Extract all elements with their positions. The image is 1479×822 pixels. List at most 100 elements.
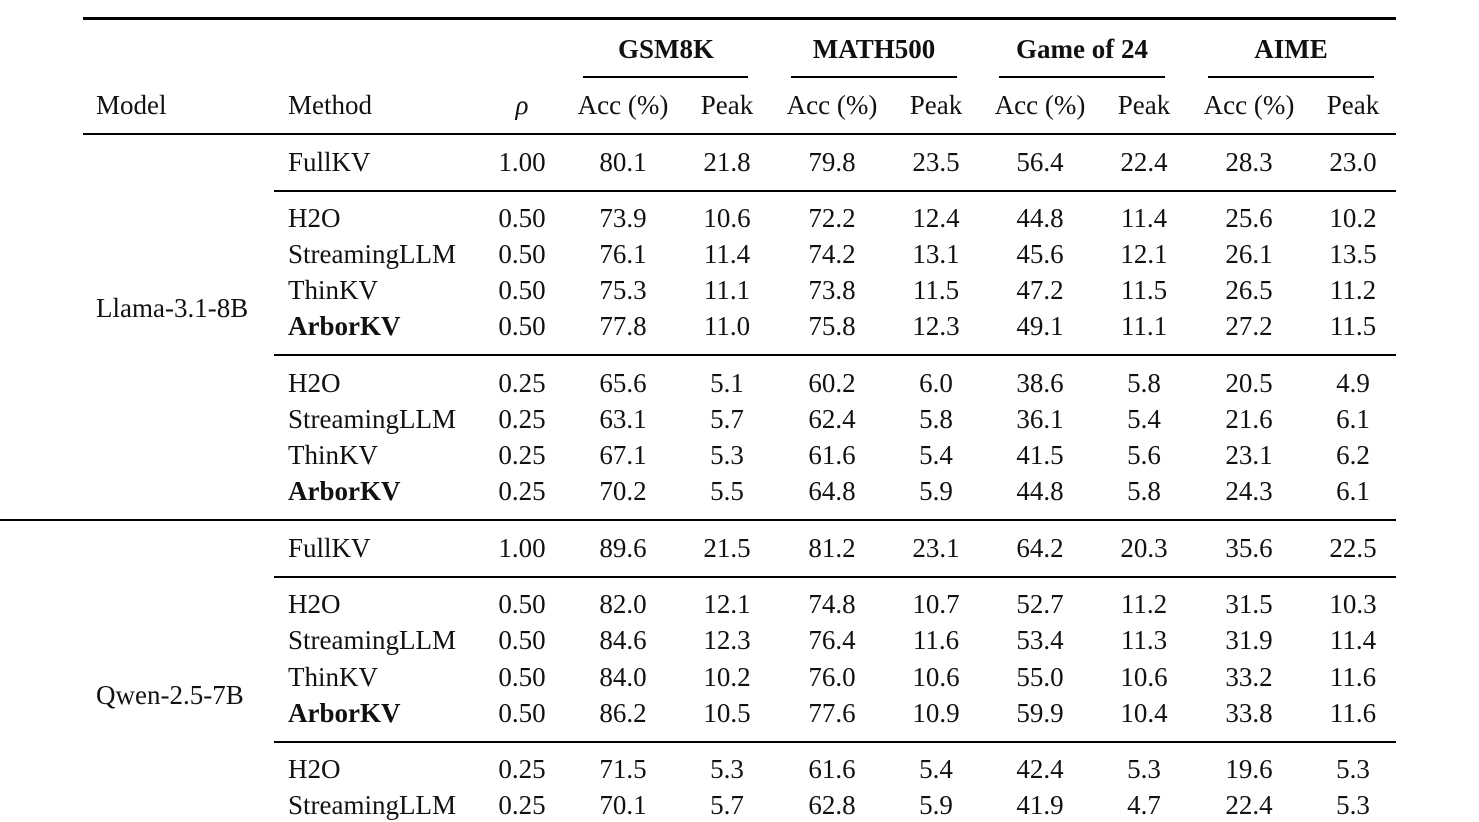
acc-value: 73.9 bbox=[599, 203, 647, 233]
peak-value: 5.3 bbox=[1127, 754, 1161, 784]
acc-value: 25.6 bbox=[1225, 203, 1273, 233]
acc-value: 23.1 bbox=[1225, 440, 1273, 470]
acc-value: 61.6 bbox=[808, 754, 856, 784]
acc-header: Acc (%) bbox=[1203, 90, 1295, 120]
peak-value: 5.3 bbox=[710, 440, 744, 470]
peak-value: 10.9 bbox=[912, 698, 960, 728]
acc-value: 74.8 bbox=[808, 589, 856, 619]
peak-value: 10.2 bbox=[1329, 203, 1377, 233]
method-header: Method bbox=[288, 90, 372, 120]
peak-value: 11.4 bbox=[1120, 203, 1168, 233]
acc-value: 33.8 bbox=[1225, 698, 1273, 728]
acc-value: 35.6 bbox=[1225, 533, 1273, 563]
peak-value: 12.1 bbox=[703, 589, 751, 619]
acc-value: 64.8 bbox=[808, 476, 856, 506]
peak-value: 5.8 bbox=[1127, 476, 1161, 506]
acc-value: 70.2 bbox=[599, 476, 647, 506]
peak-value: 21.8 bbox=[703, 147, 751, 177]
acc-value: 71.5 bbox=[599, 754, 647, 784]
peak-value: 5.8 bbox=[1127, 368, 1161, 398]
peak-value: 11.5 bbox=[1329, 311, 1377, 341]
peak-value: 11.0 bbox=[703, 311, 751, 341]
acc-value: 27.2 bbox=[1225, 311, 1273, 341]
peak-value: 5.3 bbox=[1336, 754, 1370, 784]
peak-value: 11.6 bbox=[1329, 662, 1377, 692]
peak-value: 5.1 bbox=[710, 368, 744, 398]
method-name: ThinKV bbox=[288, 662, 378, 692]
acc-value: 42.4 bbox=[1016, 754, 1064, 784]
peak-value: 11.1 bbox=[1120, 311, 1168, 341]
acc-value: 62.4 bbox=[808, 404, 856, 434]
model-name: Llama-3.1-8B bbox=[96, 293, 249, 323]
acc-value: 84.6 bbox=[599, 625, 647, 655]
rho-value: 0.50 bbox=[498, 625, 546, 655]
peak-value: 22.4 bbox=[1120, 147, 1168, 177]
rho-value: 0.25 bbox=[498, 754, 546, 784]
acc-value: 61.6 bbox=[808, 440, 856, 470]
acc-value: 33.2 bbox=[1225, 662, 1273, 692]
acc-value: 74.2 bbox=[808, 239, 856, 269]
peak-value: 4.7 bbox=[1127, 790, 1161, 820]
method-name: ArborKV bbox=[288, 476, 401, 506]
method-name: H2O bbox=[288, 589, 341, 619]
group-header: Game of 24 bbox=[1016, 34, 1148, 64]
acc-value: 73.8 bbox=[808, 275, 856, 305]
peak-value: 10.7 bbox=[912, 589, 960, 619]
peak-value: 12.4 bbox=[912, 203, 960, 233]
method-name: FullKV bbox=[288, 533, 371, 563]
header-rule bbox=[83, 133, 1396, 135]
group-underline-2 bbox=[999, 76, 1165, 78]
rho-value: 0.50 bbox=[498, 662, 546, 692]
peak-value: 23.0 bbox=[1329, 147, 1377, 177]
peak-value: 11.2 bbox=[1120, 589, 1168, 619]
peak-header: Peak bbox=[1326, 90, 1380, 120]
acc-value: 45.6 bbox=[1016, 239, 1064, 269]
method-name: StreamingLLM bbox=[288, 239, 456, 269]
acc-value: 67.1 bbox=[599, 440, 647, 470]
peak-value: 10.6 bbox=[1120, 662, 1168, 692]
acc-value: 77.6 bbox=[808, 698, 856, 728]
peak-value: 13.1 bbox=[912, 239, 960, 269]
acc-value: 75.8 bbox=[808, 311, 856, 341]
acc-value: 44.8 bbox=[1016, 476, 1064, 506]
peak-value: 5.9 bbox=[919, 476, 953, 506]
group-header: MATH500 bbox=[812, 34, 936, 64]
method-name: ThinKV bbox=[288, 440, 378, 470]
model-name: Qwen-2.5-7B bbox=[96, 680, 244, 710]
rho-value: 0.50 bbox=[498, 203, 546, 233]
acc-value: 82.0 bbox=[599, 589, 647, 619]
peak-value: 5.7 bbox=[710, 404, 744, 434]
acc-value: 81.2 bbox=[808, 533, 856, 563]
acc-value: 89.6 bbox=[599, 533, 647, 563]
peak-value: 5.3 bbox=[1336, 790, 1370, 820]
acc-value: 62.8 bbox=[808, 790, 856, 820]
acc-value: 36.1 bbox=[1016, 404, 1064, 434]
method-name: FullKV bbox=[288, 147, 371, 177]
rule-after-rho50-2 bbox=[274, 741, 1396, 743]
peak-value: 5.5 bbox=[710, 476, 744, 506]
peak-value: 4.9 bbox=[1336, 368, 1370, 398]
acc-value: 52.7 bbox=[1016, 589, 1064, 619]
acc-value: 77.8 bbox=[599, 311, 647, 341]
group-header: AIME bbox=[1254, 34, 1328, 64]
peak-value: 11.5 bbox=[1120, 275, 1168, 305]
acc-value: 26.5 bbox=[1225, 275, 1273, 305]
acc-value: 31.5 bbox=[1225, 589, 1273, 619]
acc-value: 47.2 bbox=[1016, 275, 1064, 305]
peak-value: 6.1 bbox=[1336, 476, 1370, 506]
group-underline-0 bbox=[583, 76, 748, 78]
peak-value: 5.8 bbox=[919, 404, 953, 434]
peak-value: 23.5 bbox=[912, 147, 960, 177]
rule-between-models bbox=[0, 519, 1396, 521]
peak-value: 10.4 bbox=[1120, 698, 1168, 728]
acc-value: 64.2 bbox=[1016, 533, 1064, 563]
peak-value: 10.6 bbox=[912, 662, 960, 692]
method-name: H2O bbox=[288, 203, 341, 233]
peak-value: 12.3 bbox=[703, 625, 751, 655]
peak-value: 5.7 bbox=[710, 790, 744, 820]
acc-value: 72.2 bbox=[808, 203, 856, 233]
method-name: ThinKV bbox=[288, 275, 378, 305]
acc-value: 56.4 bbox=[1016, 147, 1064, 177]
group-header: GSM8K bbox=[617, 34, 714, 64]
